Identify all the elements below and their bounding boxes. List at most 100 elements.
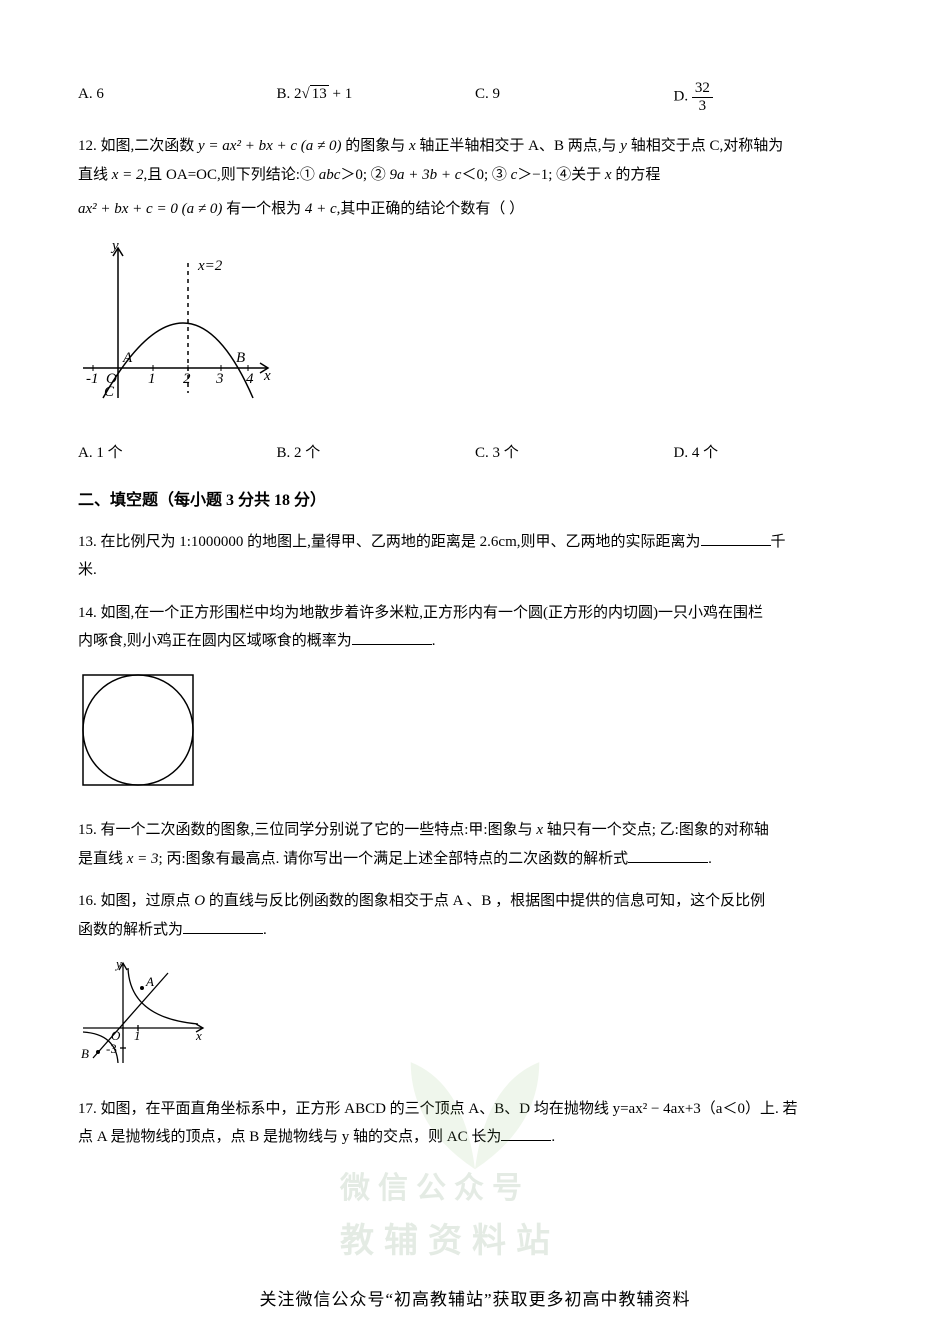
q11-d-prefix: D. bbox=[674, 88, 692, 104]
q17-text-a: 17. 如图，在平面直角坐标系中，正方形 ABCD 的三个顶点 A、B、D 均在… bbox=[78, 1095, 872, 1124]
question-13: 13. 在比例尺为 1:1000000 的地图上,量得甲、乙两地的距离是 2.6… bbox=[78, 528, 872, 585]
q12-t8: ＜0; ③ bbox=[461, 167, 510, 183]
frac-num: 32 bbox=[692, 80, 713, 98]
question-15: 15. 有一个二次函数的图象,三位同学分别说了它的一些特点:甲:图象与 x 轴只… bbox=[78, 816, 872, 873]
q12-t12: ,其中正确的结论个数有（ ） bbox=[337, 201, 525, 217]
parabola-graph-icon: y x x=2 -1 O 1 2 3 4 A B C bbox=[78, 238, 278, 413]
q15-text-e: . bbox=[708, 851, 712, 867]
q11-opt-d: D. 323 bbox=[674, 80, 873, 114]
q15-expr: x = 3 bbox=[127, 851, 159, 867]
watermark-text-1: 微信公众号 bbox=[340, 1160, 530, 1217]
tick-n3: -3 bbox=[106, 1041, 117, 1056]
blank-fill[interactable] bbox=[701, 531, 771, 546]
q12-expr-eq: ax² + bx + c = 0 (a ≠ 0) bbox=[78, 201, 222, 217]
question-14: 14. 如图,在一个正方形围栏中均为地散步着许多米粒,正方形内有一个圆(正方形的… bbox=[78, 599, 872, 656]
q15-text-d: ; 丙:图象有最高点. 请你写出一个满足上述全部特点的二次函数的解析式 bbox=[159, 851, 629, 867]
q11-options: A. 6 B. 2 13 + 1 C. 9 D. 323 bbox=[78, 80, 872, 114]
q17-text-b: 点 A 是抛物线的顶点，点 B 是抛物线与 y 轴的交点，则 AC 长为 bbox=[78, 1129, 501, 1145]
q12-expr4: 9a + 3b + c bbox=[390, 167, 462, 183]
x-var-3: x bbox=[536, 822, 543, 838]
q12-line3: ax² + bx + c = 0 (a ≠ 0) 有一个根为 4 + c,其中正… bbox=[78, 195, 872, 224]
q12-t6: ,且 OA=OC,则下列结论:① bbox=[144, 167, 319, 183]
q12-opt-c: C. 3 个 bbox=[475, 439, 674, 468]
sqrt-icon: 13 bbox=[302, 80, 329, 109]
origin-o: O bbox=[194, 893, 205, 909]
q12-options: A. 1 个 B. 2 个 C. 3 个 D. 4 个 bbox=[78, 439, 872, 468]
blank-fill[interactable] bbox=[352, 630, 432, 645]
q16-text-b: 的直线与反比例函数的图象相交于点 A 、B ，根据图中提供的信息可知，这个反比例 bbox=[205, 893, 765, 909]
hyperbola-graph-icon: y x A B O 1 -3 bbox=[78, 958, 208, 1068]
blank-fill[interactable] bbox=[628, 848, 708, 863]
axis-y-label: y bbox=[110, 238, 119, 254]
frac-den: 3 bbox=[692, 98, 713, 115]
question-17: 17. 如图，在平面直角坐标系中，正方形 ABCD 的三个顶点 A、B、D 均在… bbox=[78, 1095, 872, 1152]
q11-b-rad: 13 bbox=[310, 85, 329, 102]
q12-line1: 12. 如图,二次函数 y = ax² + bx + c (a ≠ 0) 的图象… bbox=[78, 132, 872, 161]
y-var: y bbox=[620, 138, 627, 154]
q12-line2: 直线 x = 2,且 OA=OC,则下列结论:① abc＞0; ② 9a + 3… bbox=[78, 161, 872, 190]
q14-text-c: . bbox=[432, 633, 436, 649]
q12-t3: 轴正半轴相交于 A、B 两点,与 bbox=[416, 138, 621, 154]
q12-expr2: x = 2 bbox=[112, 167, 144, 183]
q12-t9: ＞−1; ④关于 bbox=[517, 167, 605, 183]
tick-1: 1 bbox=[148, 371, 156, 387]
q15-text-c: 是直线 bbox=[78, 851, 127, 867]
axis-y: y bbox=[114, 958, 122, 971]
q12-figure: y x x=2 -1 O 1 2 3 4 A B C bbox=[78, 238, 872, 424]
circle-in-square-icon bbox=[78, 670, 198, 790]
tick-4: 4 bbox=[246, 371, 254, 387]
tick-3: 3 bbox=[215, 371, 224, 387]
symmetry-label: x=2 bbox=[197, 258, 223, 274]
q12-t11: 有一个根为 bbox=[222, 201, 305, 217]
x-var-2: x bbox=[605, 167, 612, 183]
point-a-16: A bbox=[145, 974, 154, 989]
tick-n1: -1 bbox=[86, 371, 99, 387]
q13-text-c: 米. bbox=[78, 556, 872, 585]
point-c: C bbox=[104, 384, 115, 400]
q12-opt-a: A. 1 个 bbox=[78, 439, 277, 468]
q12-t2: 的图象与 bbox=[341, 138, 409, 154]
point-b-16: B bbox=[81, 1046, 89, 1061]
page-footer: 关注微信公众号“初高教辅站”获取更多初高中教辅资料 bbox=[0, 1284, 950, 1316]
point-b: B bbox=[236, 350, 245, 366]
q13-text-b: 千 bbox=[771, 534, 786, 550]
q16-text-c: 函数的解析式为 bbox=[78, 922, 183, 938]
q14-text-a: 14. 如图,在一个正方形围栏中均为地散步着许多米粒,正方形内有一个圆(正方形的… bbox=[78, 599, 872, 628]
question-16: 16. 如图，过原点 O 的直线与反比例函数的图象相交于点 A 、B ，根据图中… bbox=[78, 887, 872, 944]
q12-t4: 轴相交于点 C,对称轴为 bbox=[627, 138, 783, 154]
q12-t1: 12. 如图,二次函数 bbox=[78, 138, 198, 154]
q11-opt-c: C. 9 bbox=[475, 80, 674, 114]
q11-b-prefix: B. 2 bbox=[277, 86, 302, 102]
q16-text-d: . bbox=[263, 922, 267, 938]
q12-expr3: abc bbox=[319, 167, 341, 183]
q12-expr6: 4 + c bbox=[305, 201, 337, 217]
q11-opt-a: A. 6 bbox=[78, 80, 277, 114]
tick-2: 2 bbox=[183, 371, 191, 387]
axis-x: x bbox=[195, 1028, 202, 1043]
tick-1-16: 1 bbox=[134, 1028, 141, 1043]
point-a: A bbox=[122, 350, 133, 366]
blank-fill[interactable] bbox=[183, 919, 263, 934]
q14-text-b: 内啄食,则小鸡正在圆内区域啄食的概率为 bbox=[78, 633, 352, 649]
q15-text-b: 轴只有一个交点; 乙:图象的对称轴 bbox=[543, 822, 769, 838]
question-12: 12. 如图,二次函数 y = ax² + bx + c (a ≠ 0) 的图象… bbox=[78, 132, 872, 224]
q12-t7: ＞0; ② bbox=[340, 167, 389, 183]
q12-t10: 的方程 bbox=[612, 167, 661, 183]
q16-text-a: 16. 如图，过原点 bbox=[78, 893, 194, 909]
q12-opt-b: B. 2 个 bbox=[277, 439, 476, 468]
q11-b-suffix: + 1 bbox=[329, 86, 352, 102]
q15-text-a: 15. 有一个二次函数的图象,三位同学分别说了它的一些特点:甲:图象与 bbox=[78, 822, 536, 838]
axis-x-label: x bbox=[263, 368, 271, 384]
q13-text-a: 13. 在比例尺为 1:1000000 的地图上,量得甲、乙两地的距离是 2.6… bbox=[78, 534, 701, 550]
fraction-icon: 323 bbox=[692, 80, 713, 114]
q12-expr1: y = ax² + bx + c (a ≠ 0) bbox=[198, 138, 341, 154]
q16-figure: y x A B O 1 -3 bbox=[78, 958, 872, 1079]
blank-fill[interactable] bbox=[501, 1126, 551, 1141]
q11-opt-b: B. 2 13 + 1 bbox=[277, 80, 476, 114]
watermark-text-2: 教辅资料站 bbox=[340, 1210, 560, 1275]
q17-text-c: . bbox=[551, 1129, 555, 1145]
q12-t5: 直线 bbox=[78, 167, 112, 183]
section-2-header: 二、填空题（每小题 3 分共 18 分） bbox=[78, 486, 872, 516]
q14-figure bbox=[78, 670, 872, 801]
q12-opt-d: D. 4 个 bbox=[674, 439, 873, 468]
